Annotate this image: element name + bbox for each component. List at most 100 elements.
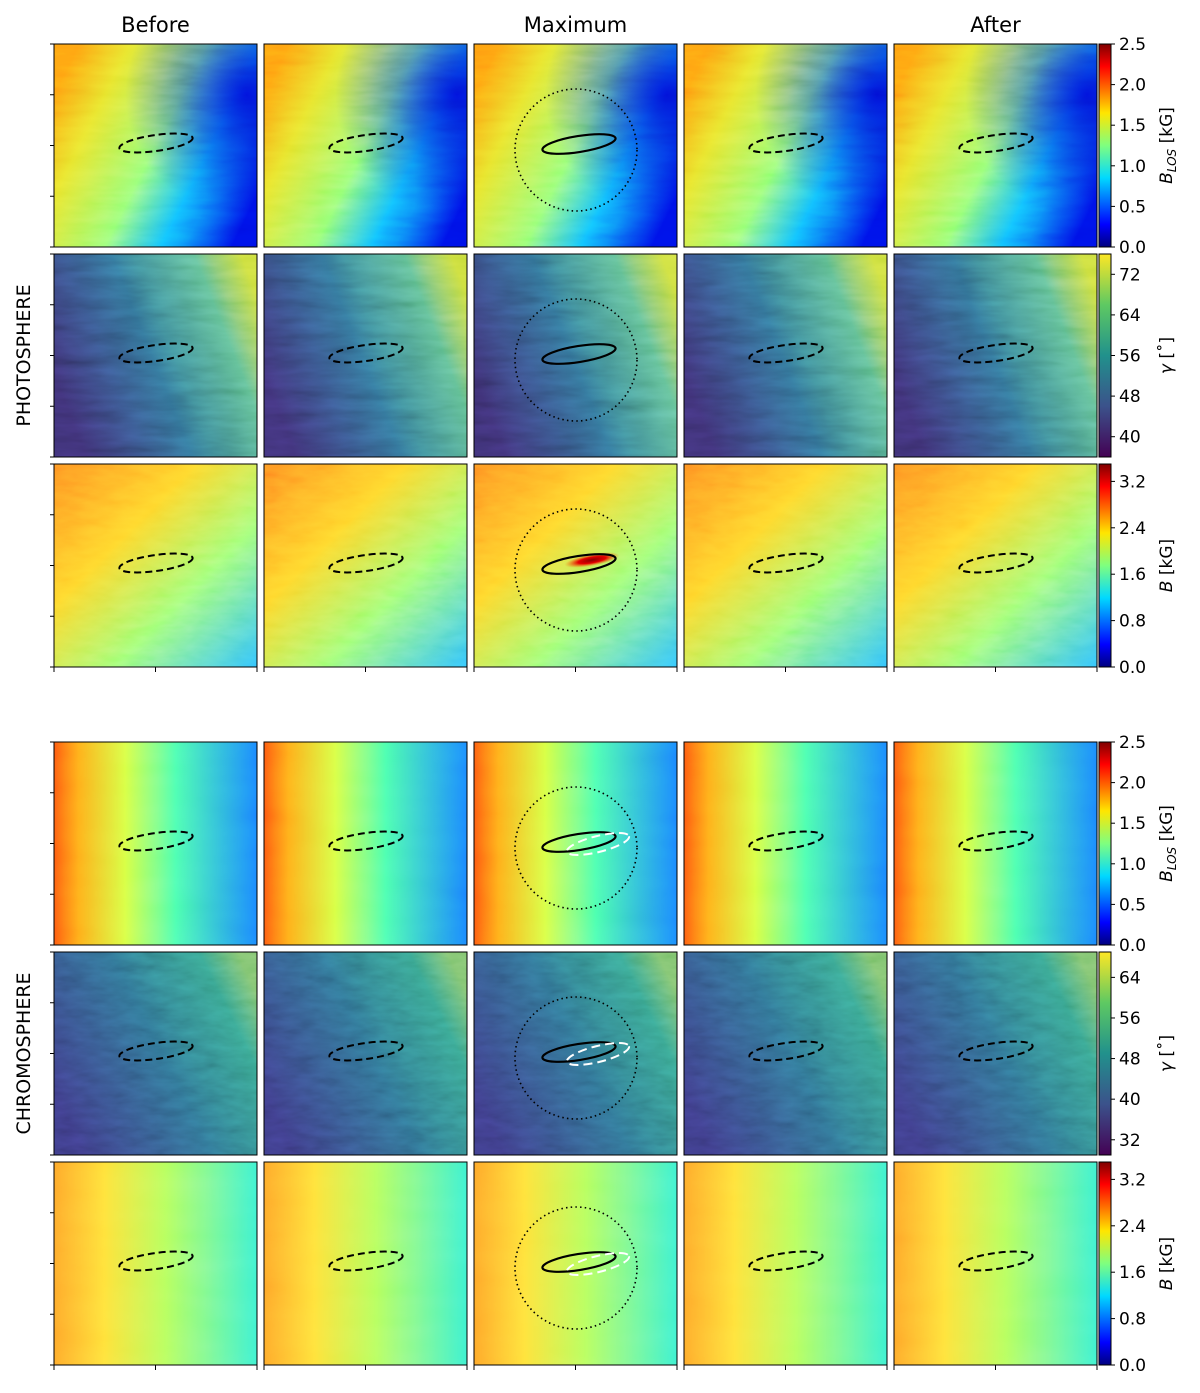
dotted-circle: [514, 508, 638, 632]
dashed-contour: [748, 552, 824, 574]
colorbar-tick-label: 1.0: [1119, 855, 1146, 875]
map-panel-r6-c5: [893, 1161, 1098, 1370]
colorbar-tick-label: 1.6: [1119, 565, 1146, 585]
colorbar-6: 0.0 0.8 1.6 2.4 3.2 B [kG]: [1098, 1161, 1177, 1376]
dashed-contour: [118, 1250, 194, 1272]
dotted-circle: [514, 996, 638, 1120]
dashed-contour: [958, 552, 1034, 574]
section-label: PHOTOSPHERE: [13, 284, 35, 426]
map-panel-r3-c4: [683, 463, 888, 672]
column-title: After: [970, 13, 1021, 37]
colorbar-4: 0.0 0.5 1.0 1.5 2.0 2.5 BLOS [kG]: [1098, 733, 1179, 956]
colorbar-tick-label: 2.4: [1119, 1217, 1146, 1237]
colorbar-tick-label: 0.5: [1119, 197, 1146, 217]
map-panel-r4-c5: [893, 741, 1098, 946]
white-dashed-contour: [565, 1252, 631, 1276]
field-core-highlight: [564, 552, 620, 568]
colorbar-label: BLOS [kG]: [1157, 805, 1179, 882]
colorbar-label: γ [˚]: [1156, 1035, 1177, 1072]
dashed-contour: [328, 1250, 404, 1272]
dashed-contour: [958, 1250, 1034, 1272]
dotted-circle: [514, 1206, 638, 1330]
colorbar-tick-label: 3.2: [1119, 1170, 1146, 1190]
column-title: Maximum: [524, 13, 627, 37]
dashed-contour: [328, 342, 404, 364]
colorbar-5: 32 40 48 56 64 γ [˚]: [1098, 951, 1177, 1156]
map-panel-r2-c3: [473, 253, 678, 458]
solid-contour: [541, 553, 617, 575]
map-panel-r6-c3: [473, 1161, 678, 1370]
colorbar-tick-label: 0.0: [1119, 1356, 1146, 1376]
map-panel-r5-c3: [473, 951, 678, 1156]
white-dashed-contour: [565, 1042, 631, 1066]
map-panel-r1-c4: [683, 43, 888, 248]
map-panel-r3-c5: [893, 463, 1098, 672]
dashed-contour: [118, 552, 194, 574]
dotted-circle: [514, 88, 638, 212]
dashed-contour: [748, 132, 824, 154]
colorbar-tick-label: 1.5: [1119, 116, 1146, 136]
map-panel-r6-c4: [683, 1161, 888, 1370]
solid-contour: [541, 831, 617, 853]
map-panel-r4-c4: [683, 741, 888, 946]
dashed-contour: [958, 132, 1034, 154]
section-label: CHROMOSPHERE: [13, 972, 35, 1134]
map-panel-r1-c2: [263, 43, 468, 248]
dotted-circle: [514, 298, 638, 422]
solid-contour: [541, 343, 617, 365]
dashed-contour: [748, 830, 824, 852]
map-panel-r6-c2: [263, 1161, 468, 1370]
map-panel-r2-c4: [683, 253, 888, 458]
colorbar-2: 40 48 56 64 72 γ [˚]: [1098, 253, 1177, 458]
map-panel-r1-c3: [473, 43, 678, 248]
map-panel-r3-c1: [50, 463, 258, 672]
colorbar-1: 0.0 0.5 1.0 1.5 2.0 2.5 BLOS [kG]: [1098, 35, 1179, 258]
map-panel-r4-c3: [473, 741, 678, 946]
map-panel-r5-c5: [893, 951, 1098, 1156]
dashed-contour: [118, 342, 194, 364]
colorbar-label: B [kG]: [1157, 1237, 1177, 1290]
colorbar-tick-label: 0.0: [1119, 238, 1146, 258]
map-panel-r2-c1: [50, 253, 258, 458]
map-panel-r5-c4: [683, 951, 888, 1156]
colorbar-tick-label: 40: [1119, 1090, 1141, 1110]
colorbar-tick-label: 32: [1119, 1131, 1141, 1151]
colorbar-tick-label: 72: [1119, 265, 1141, 285]
dashed-contour: [118, 132, 194, 154]
colorbar-tick-label: 64: [1119, 968, 1141, 988]
solid-contour: [541, 133, 617, 155]
colorbar-tick-label: 64: [1119, 306, 1141, 326]
colorbar-tick-label: 2.4: [1119, 519, 1146, 539]
colorbar-tick-label: 56: [1119, 1009, 1141, 1029]
colorbar-tick-label: 3.2: [1119, 472, 1146, 492]
dashed-contour: [328, 830, 404, 852]
colorbar-tick-label: 0.8: [1119, 612, 1146, 632]
colorbar-tick-label: 48: [1119, 387, 1141, 407]
solid-contour: [541, 1041, 617, 1063]
map-panel-r2-c5: [893, 253, 1098, 458]
colorbar-tick-label: 0.8: [1119, 1310, 1146, 1330]
map-panel-r5-c2: [263, 951, 468, 1156]
colorbar-tick-label: 1.6: [1119, 1263, 1146, 1283]
colorbar-tick-label: 2.0: [1119, 774, 1146, 794]
dashed-contour: [958, 1040, 1034, 1062]
map-panel-r4-c2: [263, 741, 468, 946]
dashed-contour: [958, 830, 1034, 852]
dashed-contour: [118, 830, 194, 852]
map-panel-r5-c1: [50, 951, 258, 1156]
dashed-contour: [748, 1250, 824, 1272]
colorbar-tick-label: 2.5: [1119, 35, 1146, 55]
map-panel-r6-c1: [50, 1161, 258, 1370]
colorbar-tick-label: 0.0: [1119, 936, 1146, 956]
colorbar-label: B [kG]: [1157, 539, 1177, 592]
dashed-contour: [748, 342, 824, 364]
dashed-contour: [748, 1040, 824, 1062]
map-panel-r3-c3: [473, 463, 678, 672]
dashed-contour: [328, 552, 404, 574]
dashed-contour: [958, 342, 1034, 364]
dashed-contour: [118, 1040, 194, 1062]
colorbar-tick-label: 1.5: [1119, 814, 1146, 834]
map-panel-r3-c2: [263, 463, 468, 672]
colorbar-tick-label: 48: [1119, 1050, 1141, 1070]
